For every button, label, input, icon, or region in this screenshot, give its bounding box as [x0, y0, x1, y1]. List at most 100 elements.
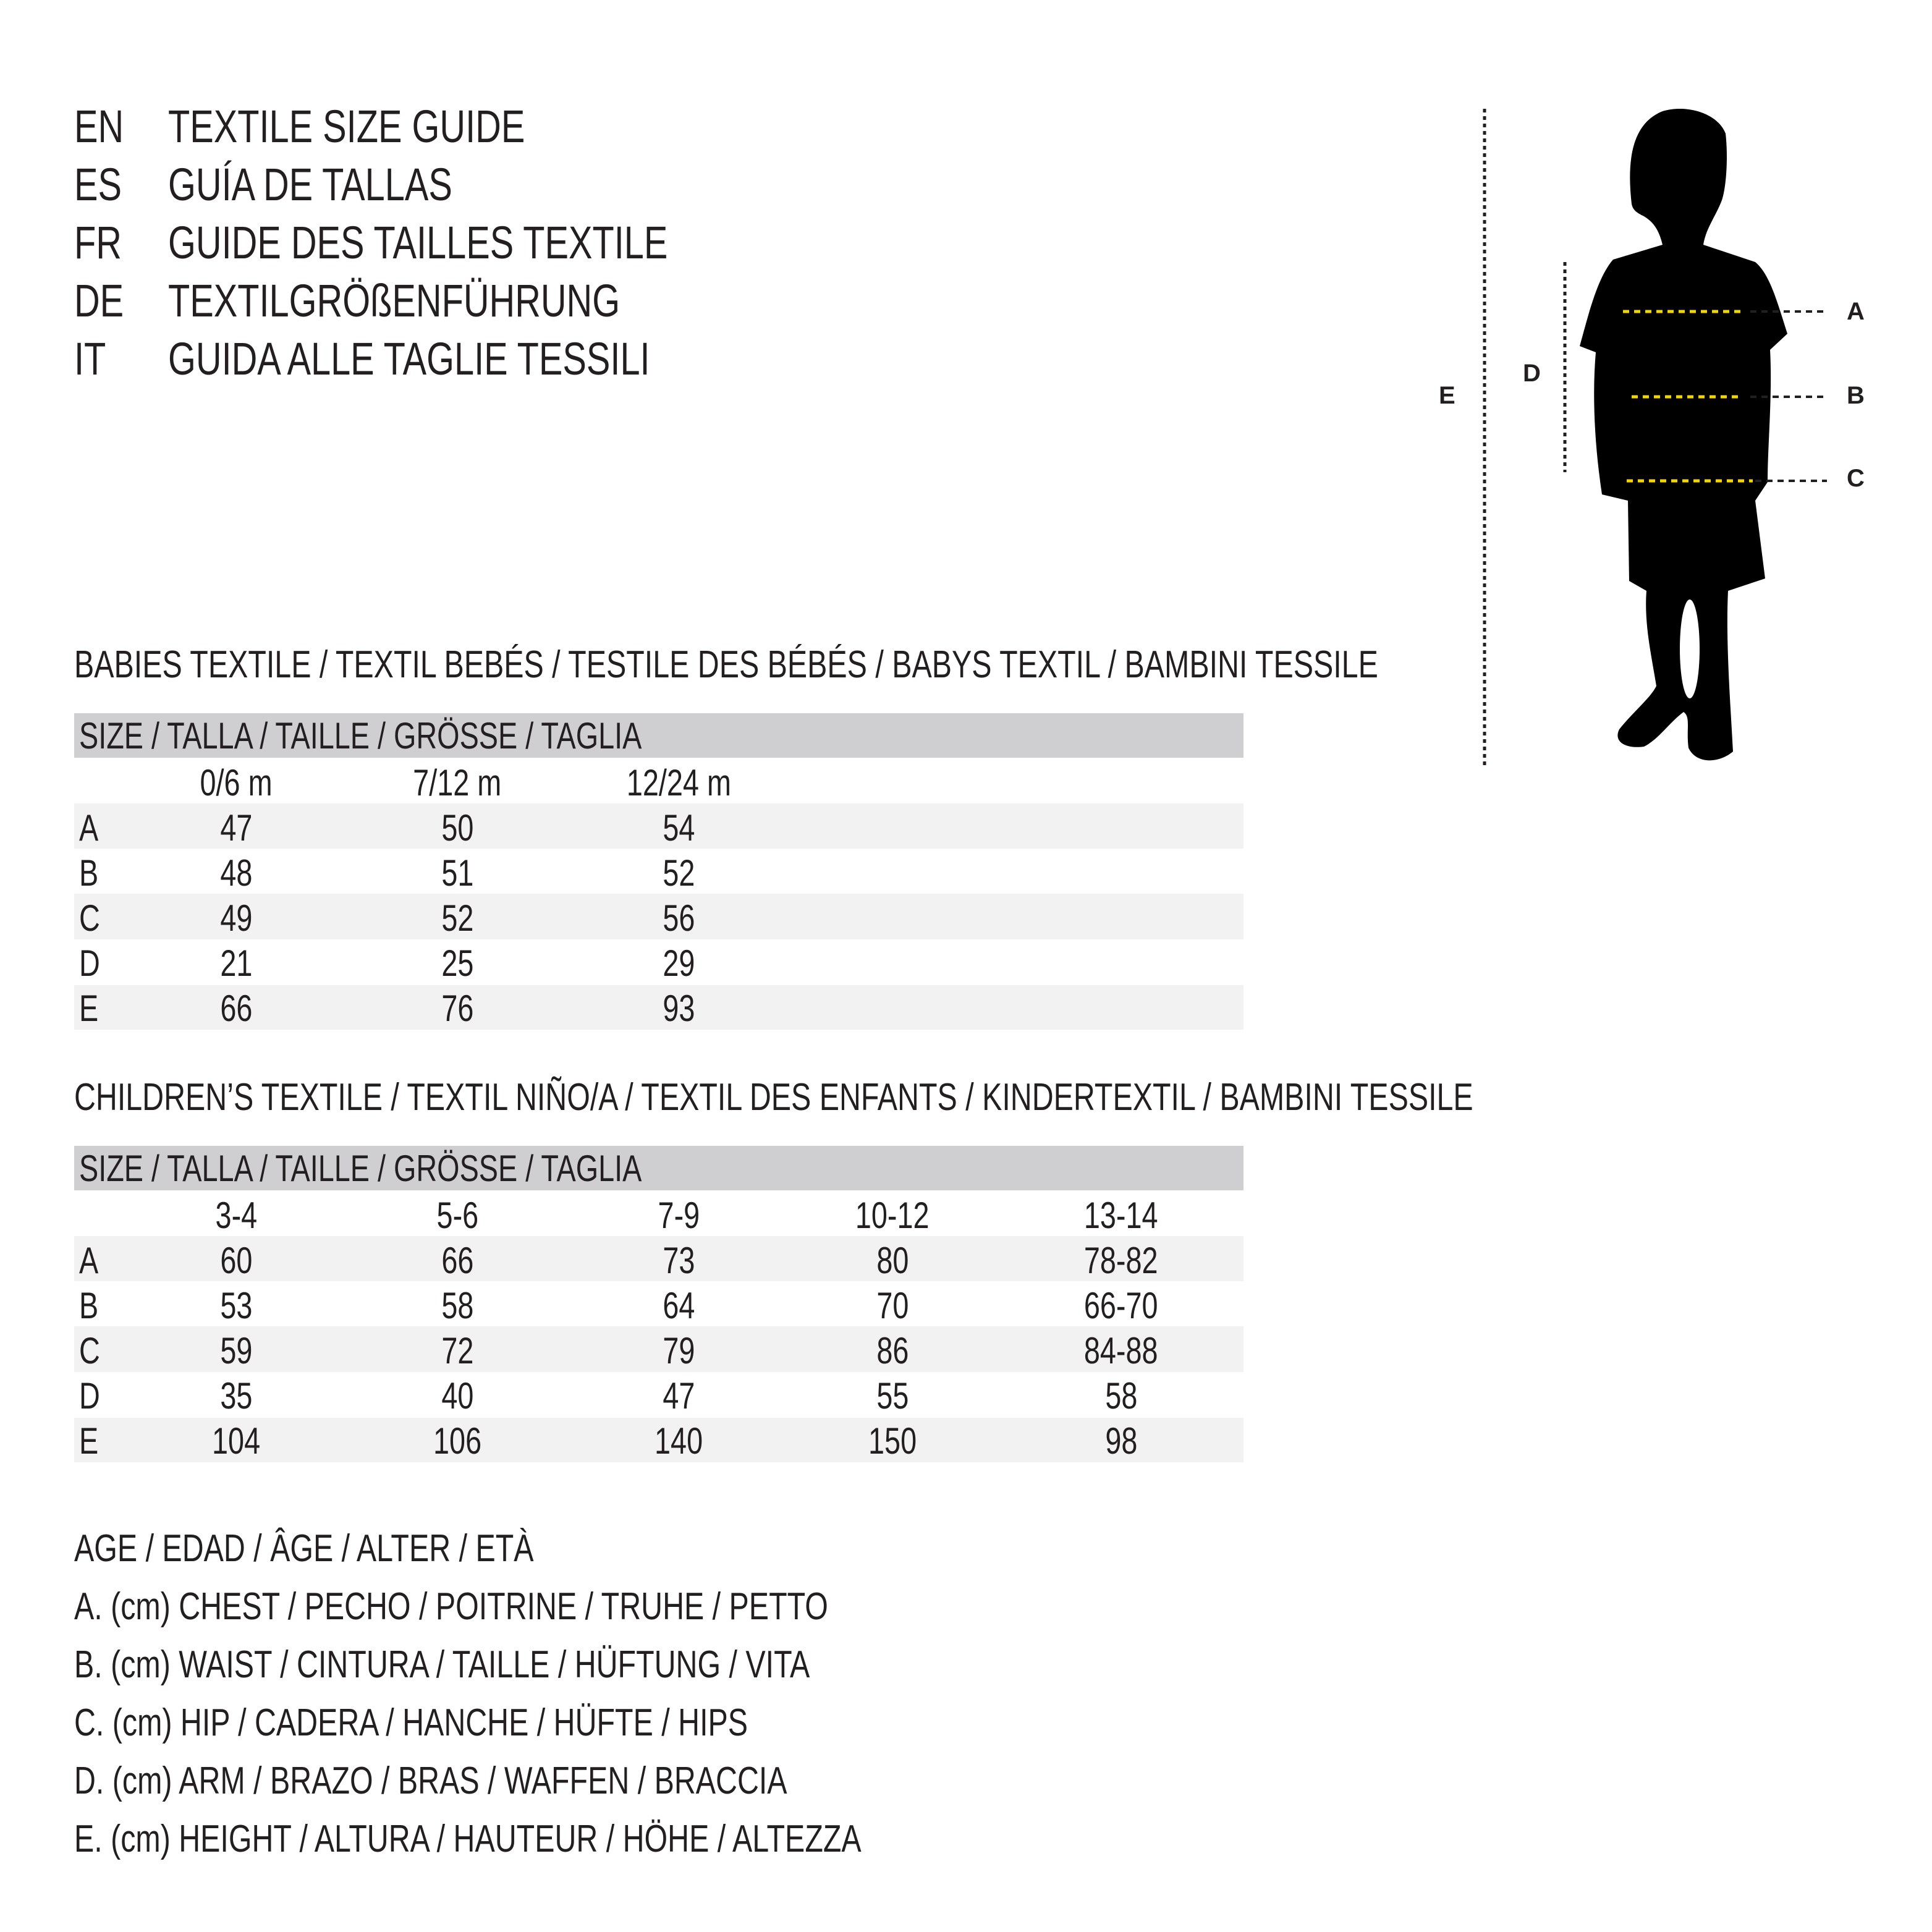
table-cell-text: 66: [441, 1240, 474, 1281]
table-cell: 66: [346, 1239, 569, 1282]
table-cell: 140: [567, 1420, 790, 1462]
table-cell: 59: [125, 1329, 347, 1372]
lang-code: DE: [74, 275, 124, 326]
table-cell: 72: [346, 1329, 569, 1372]
legend-waist: B. (cm) WAIST / CINTURA / TAILLE / HÜFTU…: [74, 1643, 1017, 1687]
column-header: 13-14: [1010, 1194, 1232, 1237]
table-cell-text: 55: [876, 1375, 909, 1417]
table-cell-text: 58: [1104, 1375, 1138, 1417]
size-header-text: SIZE / TALLA / TAILLE / GRÖSSE / TAGLIA: [79, 715, 642, 756]
table-cell: 58: [346, 1284, 569, 1327]
lang-code: FR: [74, 217, 122, 268]
table-cell: 66-70: [1010, 1284, 1232, 1327]
row-label: D: [79, 942, 106, 985]
title-text: GUÍA DE TALLAS: [168, 159, 452, 210]
table-cell: 79: [567, 1329, 790, 1372]
table-cell-text: 76: [441, 988, 474, 1029]
label-c: C: [1847, 465, 1865, 492]
row-label-text: B: [79, 1285, 99, 1326]
table-cell-text: 47: [219, 807, 253, 849]
legend-text: C. (cm) HIP / CADERA / HANCHE / HÜFTE / …: [74, 1701, 748, 1744]
leg-gap: [1680, 600, 1700, 698]
row-bg: [74, 1326, 1244, 1372]
label-e: E: [1439, 382, 1455, 409]
row-label-text: A: [79, 807, 99, 849]
table-cell-text: 59: [219, 1330, 253, 1371]
column-header-text: 13-14: [1084, 1195, 1158, 1236]
row-label-text: A: [79, 1240, 99, 1281]
table-cell-text: 58: [441, 1285, 474, 1326]
table-cell: 80: [781, 1239, 1004, 1282]
lang-code: EN: [74, 101, 124, 152]
legend-text: E. (cm) HEIGHT / ALTURA / HAUTEUR / HÖHE…: [74, 1818, 862, 1860]
babies-heading: BABIES TEXTILE / TEXTIL BEBÉS / TESTILE …: [74, 643, 1746, 687]
legend-text: AGE / EDAD / ÂGE / ALTER / ETÀ: [74, 1527, 534, 1570]
label-d: D: [1523, 360, 1541, 387]
table-cell-text: 93: [662, 988, 695, 1029]
table-cell: 47: [567, 1375, 790, 1417]
table-cell-text: 35: [219, 1375, 253, 1417]
row-bg: [74, 803, 1244, 849]
table-cell: 21: [125, 942, 347, 985]
table-cell-text: 52: [662, 852, 695, 894]
row-label-text: C: [79, 897, 100, 939]
children-size-header: SIZE / TALLA / TAILLE / GRÖSSE / TAGLIA: [74, 1146, 1244, 1190]
label-a: A: [1847, 298, 1865, 325]
column-header: 3-4: [125, 1194, 347, 1237]
title-block: EN TEXTILE SIZE GUIDE ES GUÍA DE TALLAS …: [74, 98, 816, 394]
table-cell-text: 47: [662, 1375, 695, 1417]
table-cell-text: 48: [219, 852, 253, 894]
row-label-text: D: [79, 1375, 100, 1417]
column-header-text: 12/24 m: [626, 762, 731, 803]
column-header: 10-12: [781, 1194, 1004, 1237]
table-cell-text: 56: [662, 897, 695, 939]
legend-text: A. (cm) CHEST / PECHO / POITRINE / TRUHE…: [74, 1585, 828, 1628]
row-bg: [74, 1418, 1244, 1462]
title-text: GUIDA ALLE TAGLIE TESSILI: [168, 333, 650, 384]
title-it: IT GUIDA ALLE TAGLIE TESSILI: [74, 330, 816, 388]
row-label: C: [79, 897, 106, 939]
silhouette-icon: [1580, 109, 1787, 761]
table-cell: 56: [567, 897, 790, 939]
row-bg: [74, 985, 1244, 1030]
column-header-text: 10-12: [855, 1195, 930, 1236]
table-cell: 54: [567, 807, 790, 849]
table-cell: 52: [346, 897, 569, 939]
table-cell: 60: [125, 1239, 347, 1282]
child-silhouette-figure: [1483, 109, 1827, 766]
table-cell: 53: [125, 1284, 347, 1327]
title-text: TEXTILE SIZE GUIDE: [168, 101, 525, 152]
size-header-text: SIZE / TALLA / TAILLE / GRÖSSE / TAGLIA: [79, 1148, 642, 1189]
table-cell: 64: [567, 1284, 790, 1327]
table-cell-text: 79: [662, 1330, 695, 1371]
table-cell-text: 78-82: [1084, 1240, 1158, 1281]
legend-hip: C. (cm) HIP / CADERA / HANCHE / HÜFTE / …: [74, 1701, 938, 1745]
title-text: GUIDE DES TAILLES TEXTILE: [168, 217, 668, 268]
legend-age: AGE / EDAD / ÂGE / ALTER / ETÀ: [74, 1527, 663, 1570]
table-cell: 55: [781, 1375, 1004, 1417]
table-cell-text: 66-70: [1084, 1285, 1158, 1326]
table-cell: 50: [346, 807, 569, 849]
table-cell-text: 50: [441, 807, 474, 849]
row-label: A: [79, 1239, 104, 1282]
legend-chest: A. (cm) CHEST / PECHO / POITRINE / TRUHE…: [74, 1585, 1041, 1629]
table-cell-text: 52: [441, 897, 474, 939]
row-label: D: [79, 1375, 106, 1417]
legend-height: E. (cm) HEIGHT / ALTURA / HAUTEUR / HÖHE…: [74, 1817, 1083, 1861]
row-label: A: [79, 807, 104, 849]
table-cell: 86: [781, 1329, 1004, 1372]
children-heading: CHILDREN’S TEXTILE / TEXTIL NIÑO/A / TEX…: [74, 1075, 1868, 1119]
table-cell: 29: [567, 942, 790, 985]
column-header: 5-6: [346, 1194, 569, 1237]
table-cell: 104: [125, 1420, 347, 1462]
table-cell: 84-88: [1010, 1329, 1232, 1372]
column-header: 12/24 m: [567, 761, 790, 804]
table-cell: 106: [346, 1420, 569, 1462]
babies-heading-text: BABIES TEXTILE / TEXTIL BEBÉS / TESTILE …: [74, 643, 1378, 686]
table-cell: 48: [125, 852, 347, 894]
row-label: B: [79, 852, 104, 894]
table-cell: 73: [567, 1239, 790, 1282]
title-fr: FR GUIDE DES TAILLES TEXTILE: [74, 214, 816, 272]
title-de: DE TEXTILGRÖßENFÜHRUNG: [74, 272, 816, 330]
table-cell-text: 106: [433, 1420, 482, 1462]
